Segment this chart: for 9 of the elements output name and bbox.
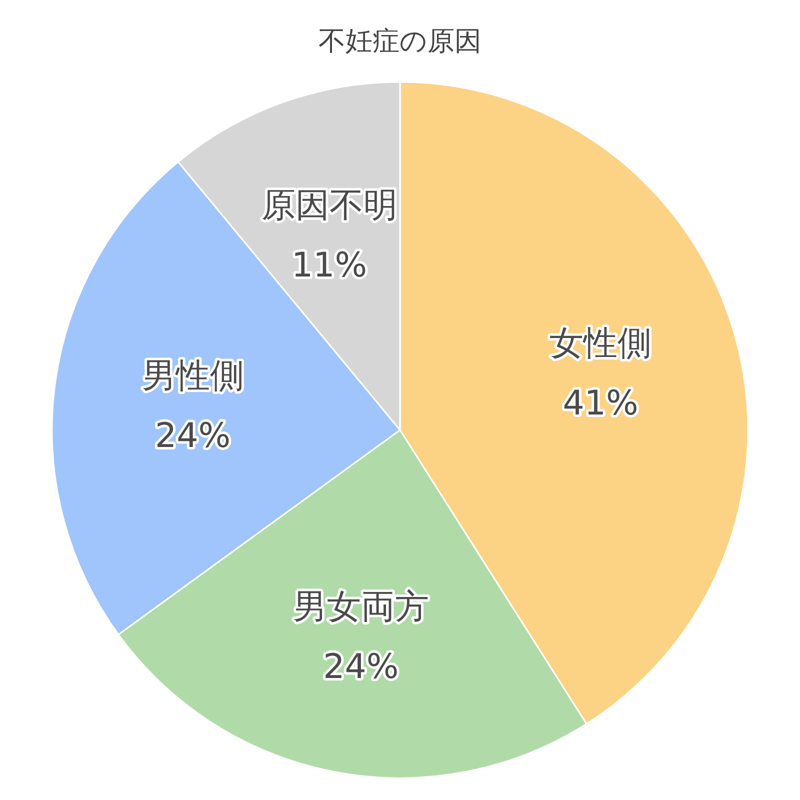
- slice-label: 女性側: [550, 324, 652, 364]
- chart-title: 不妊症の原因: [318, 26, 482, 57]
- data-label: 11%: [291, 246, 368, 286]
- slice-label: 男性側: [142, 356, 244, 396]
- data-label: 41%: [562, 384, 638, 424]
- slice-label: 男女両方: [292, 587, 429, 628]
- data-label: 24%: [323, 647, 399, 688]
- data-label: 24%: [155, 416, 231, 456]
- slice-label: 原因不明: [261, 186, 398, 226]
